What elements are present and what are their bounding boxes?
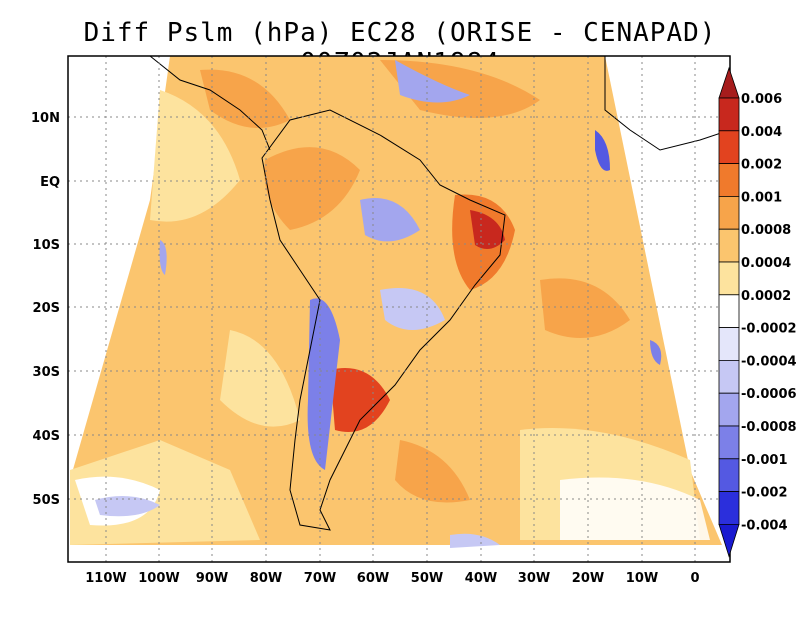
- africa-outline: [604, 56, 730, 151]
- colorbar-labels: 0.006 0.004 0.002 0.001 0.0008 0.0004 0.0002 -0…: [741, 92, 797, 533]
- data-field: [68, 56, 730, 562]
- lon-label: 110W: [85, 571, 126, 586]
- lon-label: 20W: [572, 571, 604, 586]
- central-america-outline: [149, 56, 271, 151]
- lat-label: 40S: [33, 429, 60, 444]
- lon-axis: 110W 100W 90W 80W 70W 60W 50W 40W 30W 20…: [85, 571, 699, 586]
- colorbar-swatch: [718, 294, 740, 328]
- lon-label: 10W: [626, 571, 658, 586]
- lon-label: 80W: [250, 571, 282, 586]
- lon-label: 50W: [411, 571, 443, 586]
- colorbar-label: 0.0004: [741, 256, 791, 271]
- graticule: [68, 56, 730, 562]
- lon-label: 30W: [518, 571, 550, 586]
- colorbar-bottom-arrow: [718, 524, 740, 558]
- lat-label: 20S: [33, 301, 60, 316]
- colorbar-label: -0.004: [741, 518, 788, 533]
- colorbar-swatch: [718, 261, 740, 296]
- lat-axis: 10N EQ 10S 20S 30S 40S 50S: [31, 111, 60, 508]
- colorbar-swatch: [718, 228, 740, 263]
- lat-label: 10N: [31, 111, 60, 126]
- lon-label: 60W: [357, 571, 389, 586]
- colorbar-label: 0.0008: [741, 223, 791, 238]
- colorbar-label: 0.0002: [741, 289, 791, 304]
- colorbar-label: -0.001: [741, 453, 788, 468]
- colorbar-swatch: [718, 458, 740, 492]
- colorbar-swatch: [718, 359, 740, 394]
- colorbar-swatch: [718, 195, 740, 230]
- colorbar-label: -0.0002: [741, 322, 797, 337]
- colorbar-label: 0.001: [741, 190, 782, 205]
- lon-label: 40W: [465, 571, 497, 586]
- colorbar-label: -0.0008: [741, 420, 797, 435]
- colorbar-swatch: [718, 163, 740, 197]
- colorbar-swatch: [718, 425, 740, 460]
- colorbar-label: -0.0006: [741, 387, 797, 402]
- lat-label: 30S: [33, 365, 60, 380]
- lon-label: 70W: [304, 571, 336, 586]
- colorbar-swatch: [718, 392, 740, 427]
- colorbar-label: 0.004: [741, 125, 782, 140]
- south-america-outline: [261, 109, 506, 531]
- lon-label: 0: [690, 571, 699, 586]
- colorbar-swatch: [718, 97, 740, 132]
- colorbar-swatch: [718, 327, 740, 361]
- colorbar-label: 0.002: [741, 158, 782, 173]
- lon-label: 90W: [196, 571, 228, 586]
- colorbar: [718, 66, 740, 558]
- lat-label: 10S: [33, 238, 60, 253]
- colorbar-label: 0.006: [741, 92, 782, 107]
- colorbar-label: -0.0004: [741, 354, 797, 369]
- colorbar-label: -0.002: [741, 486, 788, 501]
- lon-label: 100W: [138, 571, 179, 586]
- lat-label: 50S: [33, 493, 60, 508]
- colorbar-swatch: [718, 491, 740, 525]
- lat-label: EQ: [40, 175, 60, 190]
- colorbar-swatch: [718, 130, 740, 165]
